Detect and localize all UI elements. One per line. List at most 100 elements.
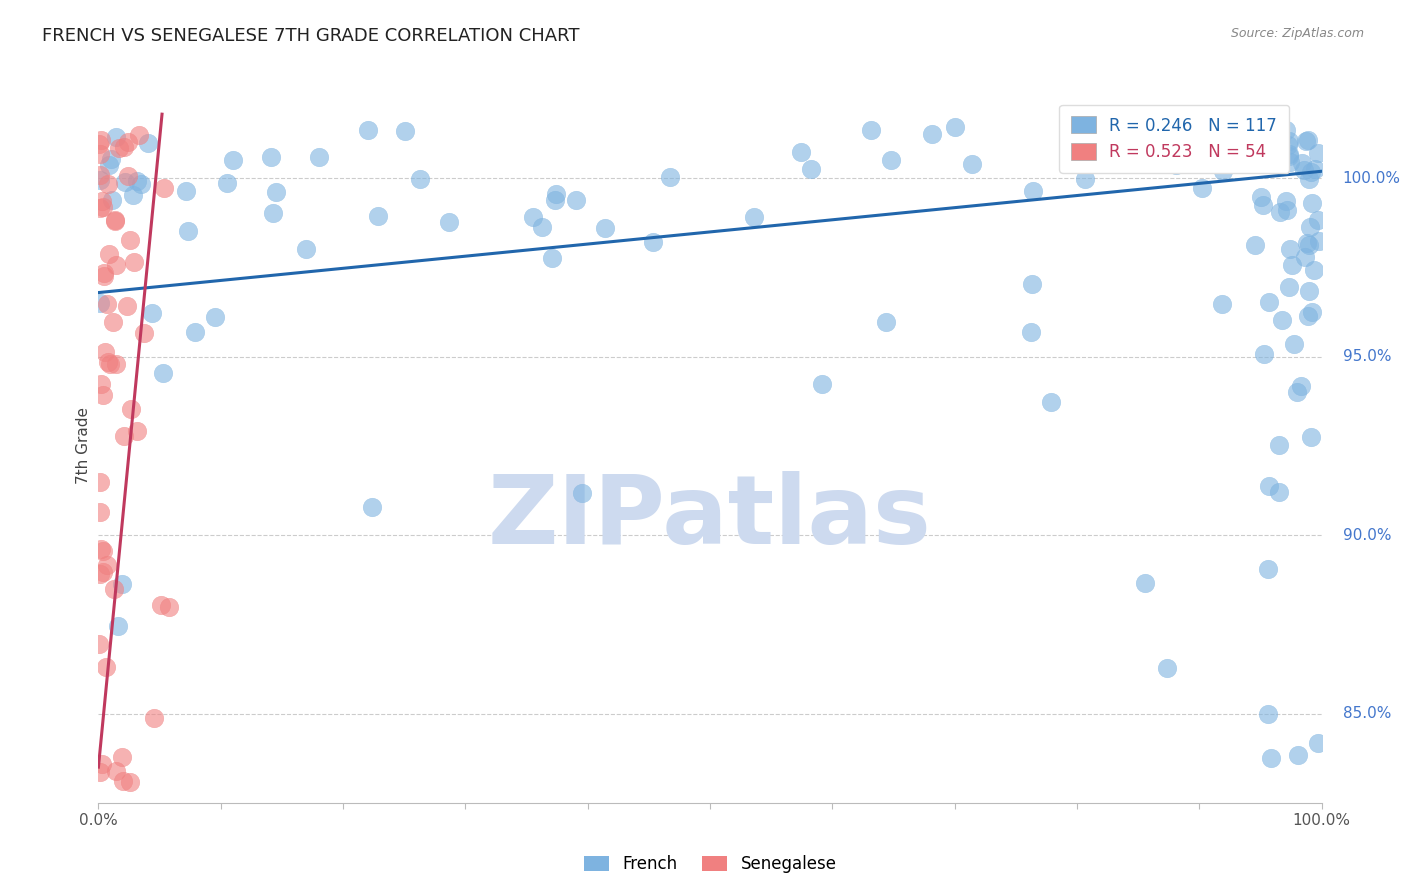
Point (260, 150, 283, 164)
Point (875, 315, 897, 329)
Point (100, 152, 122, 166)
Point (295, 242, 318, 256)
Point (128, 128, 150, 142)
Point (1257, 706, 1279, 721)
Point (1301, 196, 1323, 211)
Point (1251, 198, 1274, 212)
Point (1294, 251, 1316, 265)
Point (357, 122, 380, 136)
Point (1279, 242, 1302, 256)
Point (1281, 258, 1303, 272)
Point (1306, 145, 1329, 160)
Point (1260, 751, 1282, 765)
Point (1296, 235, 1319, 250)
Point (308, 150, 330, 164)
Point (1275, 203, 1298, 218)
Point (89, 566, 111, 581)
Point (1268, 438, 1291, 452)
Point (89, 173, 111, 187)
Point (89, 505, 111, 519)
Point (540, 251, 562, 265)
Point (90, 376, 112, 391)
Point (1267, 137, 1289, 152)
Point (159, 600, 181, 615)
Point (89, 201, 111, 215)
Point (112, 140, 135, 154)
Point (118, 234, 141, 248)
Point (153, 180, 176, 194)
Point (1306, 736, 1329, 750)
Point (361, 500, 384, 514)
Text: 90.0%: 90.0% (1343, 528, 1391, 542)
Point (1299, 430, 1322, 444)
Point (565, 193, 588, 207)
Point (204, 310, 226, 324)
Point (659, 169, 682, 184)
Text: 95.0%: 95.0% (1343, 350, 1391, 364)
Point (1275, 122, 1298, 136)
Point (1022, 185, 1045, 199)
Point (215, 176, 238, 190)
Point (1254, 129, 1277, 144)
Point (1298, 171, 1320, 186)
Point (111, 750, 134, 764)
Point (97, 178, 120, 192)
Point (1250, 190, 1272, 204)
Point (1289, 379, 1312, 393)
Point (90, 133, 112, 147)
Point (152, 367, 174, 381)
Point (97, 355, 120, 369)
Point (111, 773, 134, 788)
Point (1191, 181, 1213, 195)
Point (149, 598, 172, 612)
Point (91, 566, 114, 580)
Legend: French, Senegalese: French, Senegalese (576, 849, 844, 880)
Point (117, 169, 139, 183)
Point (104, 764, 127, 779)
Point (811, 376, 834, 391)
Point (1133, 575, 1156, 590)
Point (94, 345, 117, 359)
Point (136, 136, 159, 150)
Point (90, 194, 112, 209)
Point (367, 209, 389, 223)
Point (437, 215, 460, 229)
Point (1156, 661, 1178, 675)
Point (89, 146, 111, 161)
Point (117, 299, 139, 313)
Point (263, 206, 285, 220)
Point (1244, 238, 1267, 252)
Point (1301, 165, 1323, 179)
Point (1295, 134, 1317, 148)
Point (1286, 748, 1309, 763)
Point (117, 136, 139, 150)
Point (859, 123, 882, 137)
Text: FRENCH VS SENEGALESE 7TH GRADE CORRELATION CHART: FRENCH VS SENEGALESE 7TH GRADE CORRELATI… (42, 27, 579, 45)
Point (103, 582, 125, 596)
Point (880, 153, 903, 168)
Point (96, 660, 118, 674)
Point (1278, 149, 1301, 163)
Point (87, 637, 110, 651)
Point (1278, 280, 1301, 294)
Point (1296, 309, 1319, 323)
Point (1164, 157, 1187, 171)
Point (91, 388, 114, 402)
Point (87, 136, 110, 151)
Point (89, 475, 111, 490)
Point (531, 219, 554, 234)
Point (122, 255, 145, 269)
Point (143, 711, 166, 725)
Point (943, 120, 966, 134)
Point (522, 210, 544, 224)
Point (93, 200, 115, 214)
Point (91, 544, 114, 558)
Point (1257, 295, 1279, 310)
Point (104, 213, 127, 227)
Point (1268, 485, 1291, 500)
Point (1211, 297, 1233, 311)
Point (177, 224, 200, 238)
Point (960, 157, 983, 171)
Point (1294, 162, 1316, 177)
Point (90, 542, 112, 557)
